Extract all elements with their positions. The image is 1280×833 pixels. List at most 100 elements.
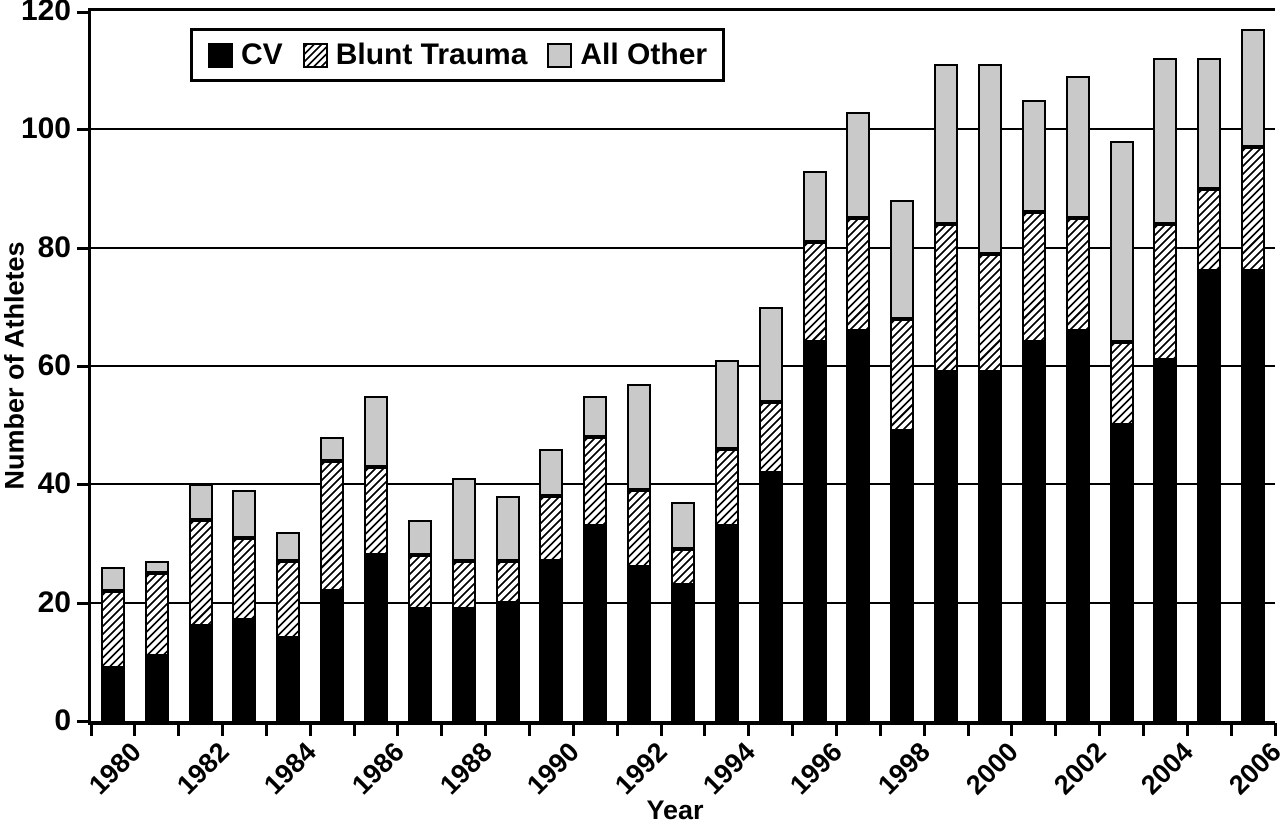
x-tick-label-text-2004: 2004 — [1135, 736, 1200, 801]
bar-2003-cv — [1109, 425, 1134, 721]
bar-1981-cv — [144, 655, 169, 721]
x-tick-14 — [703, 723, 707, 736]
x-tick-7 — [396, 723, 400, 736]
bar-1998-cv — [890, 431, 915, 721]
x-tick-4 — [264, 723, 268, 736]
bar-1994-blunt-trauma — [714, 448, 739, 526]
bar-1985-cv — [320, 590, 345, 721]
bar-2000-cv — [977, 371, 1002, 721]
bar-1982-all-other — [188, 484, 213, 520]
y-tick-120 — [77, 11, 88, 14]
x-tick-27 — [1273, 723, 1277, 736]
x-tick-12 — [615, 723, 619, 736]
x-tick-22 — [1054, 723, 1058, 736]
gridline-60 — [91, 365, 1275, 367]
bar-1986-all-other — [364, 395, 389, 467]
x-tick-2 — [177, 723, 181, 736]
x-tick-19 — [922, 723, 926, 736]
bar-1984-all-other — [276, 531, 301, 562]
all-other-legend-label: All Other — [580, 38, 708, 71]
x-tick-label-text-2002: 2002 — [1047, 736, 1112, 801]
bar-1983-all-other — [232, 490, 257, 538]
blunt-trauma-legend-swatch-icon — [302, 42, 328, 68]
cv-legend-label: CV — [241, 38, 283, 71]
bar-1992-cv — [627, 567, 652, 721]
y-tick-label-120: 120 — [20, 0, 71, 27]
bar-2003-blunt-trauma — [1109, 342, 1134, 426]
bar-2006-blunt-trauma — [1241, 147, 1266, 272]
bar-1986-cv — [364, 555, 389, 721]
bar-2001-cv — [1021, 342, 1046, 721]
bar-1992-blunt-trauma — [627, 490, 652, 568]
bar-2005-all-other — [1197, 58, 1222, 189]
x-tick-label-text-1996: 1996 — [784, 736, 849, 801]
x-tick-18 — [878, 723, 882, 736]
bar-1983-blunt-trauma — [232, 537, 257, 621]
x-tick-label-text-1998: 1998 — [872, 736, 937, 801]
bar-1997-cv — [846, 330, 871, 721]
bar-1988-all-other — [451, 478, 476, 562]
x-tick-20 — [966, 723, 970, 736]
x-tick-5 — [308, 723, 312, 736]
x-tick-1 — [133, 723, 137, 736]
bar-1987-blunt-trauma — [407, 555, 432, 609]
x-tick-label-text-2000: 2000 — [960, 736, 1024, 801]
bar-1987-all-other — [407, 519, 432, 556]
x-tick-24 — [1141, 723, 1145, 736]
x-tick-26 — [1229, 723, 1233, 736]
bar-1991-blunt-trauma — [583, 437, 608, 526]
cv-legend-swatch-icon — [208, 42, 233, 68]
bar-2005-cv — [1197, 271, 1222, 721]
bar-1988-blunt-trauma — [451, 561, 476, 609]
bar-1980-blunt-trauma — [100, 590, 125, 668]
x-tick-label-text-1986: 1986 — [346, 736, 410, 801]
bar-1995-blunt-trauma — [758, 401, 783, 473]
bar-1991-all-other — [583, 395, 608, 437]
all-other-legend-swatch-icon — [547, 42, 573, 68]
bar-1991-cv — [583, 525, 608, 721]
bar-2006-cv — [1241, 271, 1266, 721]
bar-1984-blunt-trauma — [276, 561, 301, 639]
blunt-trauma-legend-label: Blunt Trauma — [335, 38, 528, 71]
x-tick-25 — [1185, 723, 1189, 736]
bar-2000-all-other — [977, 64, 1002, 254]
bar-1993-cv — [671, 584, 695, 721]
x-tick-0 — [89, 723, 93, 736]
bar-1988-cv — [451, 608, 476, 721]
x-tick-17 — [834, 723, 838, 736]
bar-1997-all-other — [846, 111, 871, 219]
legend: CV Blunt Trauma All Other — [190, 28, 726, 82]
bar-2004-all-other — [1153, 58, 1178, 224]
bar-1984-cv — [276, 638, 301, 721]
bar-1994-all-other — [714, 360, 739, 449]
y-tick-100 — [77, 128, 88, 132]
x-axis-title: Year — [646, 795, 704, 825]
bar-1982-blunt-trauma — [188, 519, 213, 627]
x-tick-10 — [528, 723, 532, 736]
bar-1990-all-other — [539, 448, 564, 497]
bar-1981-all-other — [144, 561, 169, 574]
bar-1992-all-other — [627, 383, 652, 491]
gridline-40 — [91, 483, 1275, 486]
bar-1985-blunt-trauma — [320, 460, 345, 591]
x-tick-3 — [221, 723, 225, 736]
bar-1989-blunt-trauma — [495, 561, 520, 603]
bar-1981-blunt-trauma — [144, 573, 169, 656]
bar-1980-all-other — [100, 567, 125, 591]
bar-2001-all-other — [1021, 99, 1046, 213]
x-tick-23 — [1098, 723, 1102, 736]
y-tick-label-20: 20 — [37, 585, 71, 619]
bar-1995-cv — [758, 472, 783, 721]
y-tick-label-40: 40 — [37, 467, 71, 501]
bar-1996-cv — [802, 342, 827, 721]
x-tick-label-text-1988: 1988 — [433, 736, 498, 801]
bar-2004-blunt-trauma — [1153, 224, 1178, 361]
bar-1999-all-other — [934, 64, 959, 224]
y-tick-label-80: 80 — [37, 230, 71, 264]
bar-1994-cv — [714, 525, 739, 721]
gridline-80 — [91, 246, 1275, 249]
y-tick-label-100: 100 — [20, 112, 71, 146]
bar-1987-cv — [407, 608, 432, 721]
x-tick-label-text-2006: 2006 — [1223, 736, 1280, 801]
x-tick-8 — [440, 723, 444, 736]
